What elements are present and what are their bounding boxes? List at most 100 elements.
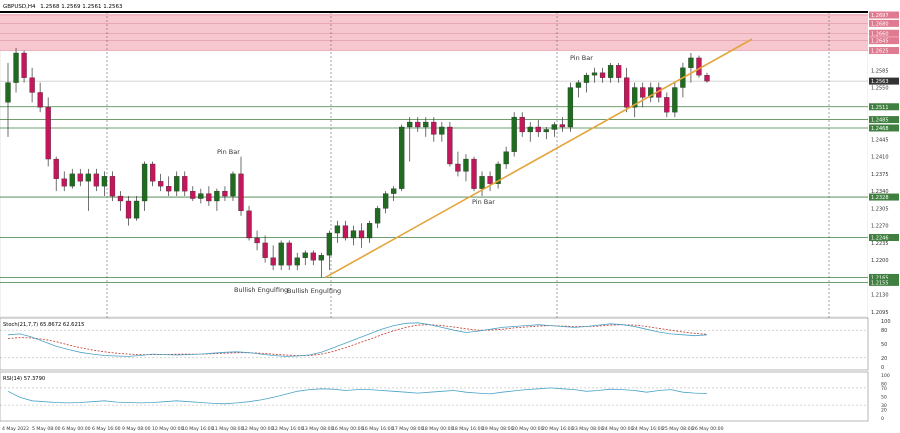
price-axis-tick: 1.2511 [869, 103, 899, 111]
price-tag-label: 1.2625 [871, 49, 889, 55]
price-axis-tick: 1.2468 [869, 124, 899, 132]
price-pane[interactable]: Pin Bar Pin Bar Pin Bar Bullish Engulfin… [0, 4, 869, 421]
price-axis-tick: 1.2328 [869, 193, 899, 201]
stochastic-frame [0, 317, 869, 371]
price-tag [869, 19, 899, 27]
time-axis-label: 10 May 16:00 [182, 426, 214, 432]
symbol-timeframe: GBPUSD,H4 [3, 4, 36, 10]
stochastic-pane[interactable]: Stoch(21,7,7) 65.8672 62.6215 100 80 50 20 0 [0, 317, 891, 371]
price-axis-tick: 1.2305 [871, 206, 889, 212]
price-tag [869, 124, 899, 132]
price-axis-label: 1.2410 [871, 155, 889, 161]
time-axis-label: 23 May 08:00 [572, 426, 604, 432]
price-tag-label: 1.2680 [871, 21, 889, 27]
candle-body [471, 158, 477, 189]
price-axis-tick: 1.2625 [869, 47, 899, 55]
price-axis-tick: 1.2410 [871, 155, 889, 161]
price-axis-tick: 1.2155 [869, 278, 899, 286]
price-axis-label: 1.2585 [871, 68, 889, 74]
candle-body [101, 176, 108, 187]
candle-body [624, 77, 630, 108]
stoch-level-label: 0 [881, 365, 884, 371]
price-axis-tick: 1.2246 [869, 234, 899, 242]
symbol-label: GBPUSD,H4 1.2568 1.2569 1.2561 1.2563 [3, 4, 123, 10]
time-axis-label: 10 May 00:00 [152, 426, 184, 432]
price-axis-label: 1.2270 [871, 224, 889, 230]
price-axis-label: 1.2200 [871, 258, 889, 264]
candle-body [77, 173, 83, 182]
candle-body [447, 126, 453, 165]
candle-body [342, 225, 349, 239]
candle-body [21, 52, 27, 78]
price-tag [869, 11, 899, 19]
annotation-bullish-engulfing-2: Bullish Engulfing [287, 287, 341, 295]
price-axis-tick: 1.2235 [871, 241, 889, 247]
rsi-level-label: 20 [881, 407, 887, 413]
candle-body [431, 121, 437, 135]
candle-body [551, 124, 557, 130]
candle-body [632, 87, 638, 108]
price-tag-label: 1.2645 [871, 39, 889, 45]
candle-body [318, 255, 324, 261]
rsi-level-label: 80 [881, 382, 887, 388]
price-tag-label: 1.2468 [871, 126, 889, 132]
candlesticks [5, 48, 710, 278]
candle-body [640, 87, 646, 98]
time-axis-label: 18 May 00:00 [422, 426, 454, 432]
time-axis-label: 9 May 08:00 [122, 426, 151, 432]
time-axis-label: 20 May 00:00 [512, 426, 544, 432]
candle-body [53, 158, 59, 179]
candle-body [567, 87, 574, 128]
candle-body [599, 72, 606, 78]
price-tag-label: 1.2511 [871, 105, 889, 111]
price-axis-label: 1.2445 [871, 137, 889, 143]
candle-body [262, 242, 268, 258]
price-tag-label: 1.2155 [871, 280, 889, 286]
price-tag-label: 1.2165 [871, 275, 889, 281]
candle-body [487, 176, 493, 184]
time-axis[interactable]: 4 May 2022 5 May 08:00 6 May 00:00 6 May 16… [2, 426, 724, 432]
candle-body [190, 190, 196, 199]
time-axis-label: 11 May 08:00 [212, 426, 244, 432]
trendline-line[interactable] [324, 38, 753, 279]
rsi-level-label: 100 [881, 373, 890, 379]
price-axis-tick: 1.2095 [871, 310, 889, 316]
time-axis-label: 12 May 00:00 [242, 426, 274, 432]
candle-body [310, 252, 316, 261]
price-axis-label: 1.2375 [871, 172, 889, 178]
candle-body [230, 173, 236, 197]
price-tag-label: 1.2328 [871, 195, 889, 201]
candle-body [125, 200, 132, 219]
candle-body [286, 242, 292, 266]
price-axis[interactable]: 1.2697 1.2680 1.2660 1.2645 1.2625 1.2585 1.25… [868, 11, 900, 318]
candle-body [607, 65, 614, 78]
candle-body [334, 225, 341, 234]
price-tag-label: 1.2246 [871, 236, 889, 242]
candle-body [374, 208, 381, 224]
resistance-zone-fill [0, 14, 868, 51]
price-tag-label: 1.2660 [871, 31, 889, 37]
candle-body [583, 75, 590, 83]
time-axis-label: 24 May 00:00 [602, 426, 634, 432]
time-axis-label: 20 May 16:00 [542, 426, 574, 432]
candle-body [174, 176, 180, 192]
candle-body [254, 237, 260, 244]
candle-body [455, 163, 461, 172]
candle-body [696, 57, 702, 76]
price-axis-label: 1.2095 [871, 310, 889, 316]
price-tag [869, 29, 899, 37]
candle-body [535, 126, 541, 133]
candle-body [149, 163, 156, 182]
stoch-main-line [7, 322, 708, 357]
rsi-level-label: 70 [881, 386, 887, 392]
time-axis-label: 6 May 16:00 [92, 426, 121, 432]
candle-body [166, 186, 172, 192]
stoch-level-label: 50 [881, 342, 887, 348]
trendline[interactable] [324, 38, 753, 279]
candle-body [463, 158, 469, 172]
time-axis-label: 16 May 00:00 [332, 426, 364, 432]
rsi-frame [0, 371, 869, 422]
